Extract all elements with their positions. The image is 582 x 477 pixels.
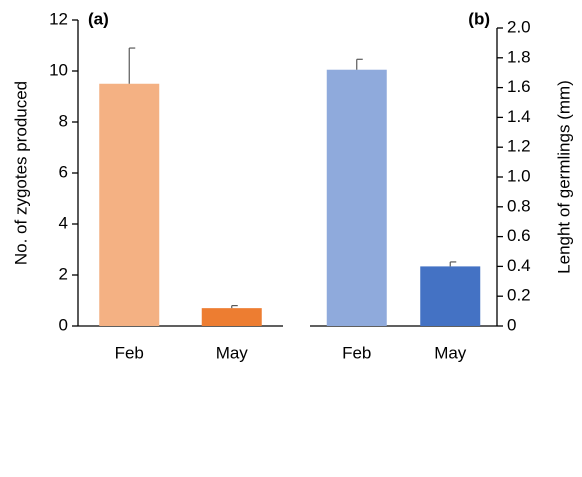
y-tick-label: 0 (507, 315, 516, 334)
y-tick-label: 2.0 (507, 17, 531, 36)
panel-label: (a) (88, 9, 109, 28)
y-axis-label: Lenght of germlings (mm) (554, 80, 573, 274)
y-tick-label: 0.6 (507, 226, 531, 245)
y-tick-label: 12 (49, 9, 68, 28)
y-tick-label: 1.2 (507, 137, 531, 156)
y-tick-label: 0.4 (507, 256, 531, 275)
x-tick-label: Feb (115, 343, 144, 362)
y-tick-label: 1.6 (507, 77, 531, 96)
x-tick-label: Feb (342, 343, 371, 362)
bar (99, 83, 160, 326)
bar (326, 69, 387, 326)
bar (420, 266, 481, 326)
y-tick-label: 4 (59, 213, 68, 232)
y-tick-label: 1.8 (507, 47, 531, 66)
y-tick-label: 10 (49, 60, 68, 79)
y-tick-label: 1.0 (507, 166, 531, 185)
y-tick-label: 0.2 (507, 286, 531, 305)
panel-label: (b) (468, 9, 490, 28)
x-tick-label: May (434, 343, 467, 362)
y-tick-label: 0.8 (507, 196, 531, 215)
y-tick-label: 0 (59, 315, 68, 334)
x-tick-label: May (216, 343, 249, 362)
y-tick-label: 2 (59, 264, 68, 283)
y-tick-label: 1.4 (507, 107, 531, 126)
y-axis-label: No. of zygotes produced (11, 81, 30, 265)
bar (201, 308, 262, 326)
y-tick-label: 6 (59, 162, 68, 181)
y-tick-label: 8 (59, 111, 68, 130)
